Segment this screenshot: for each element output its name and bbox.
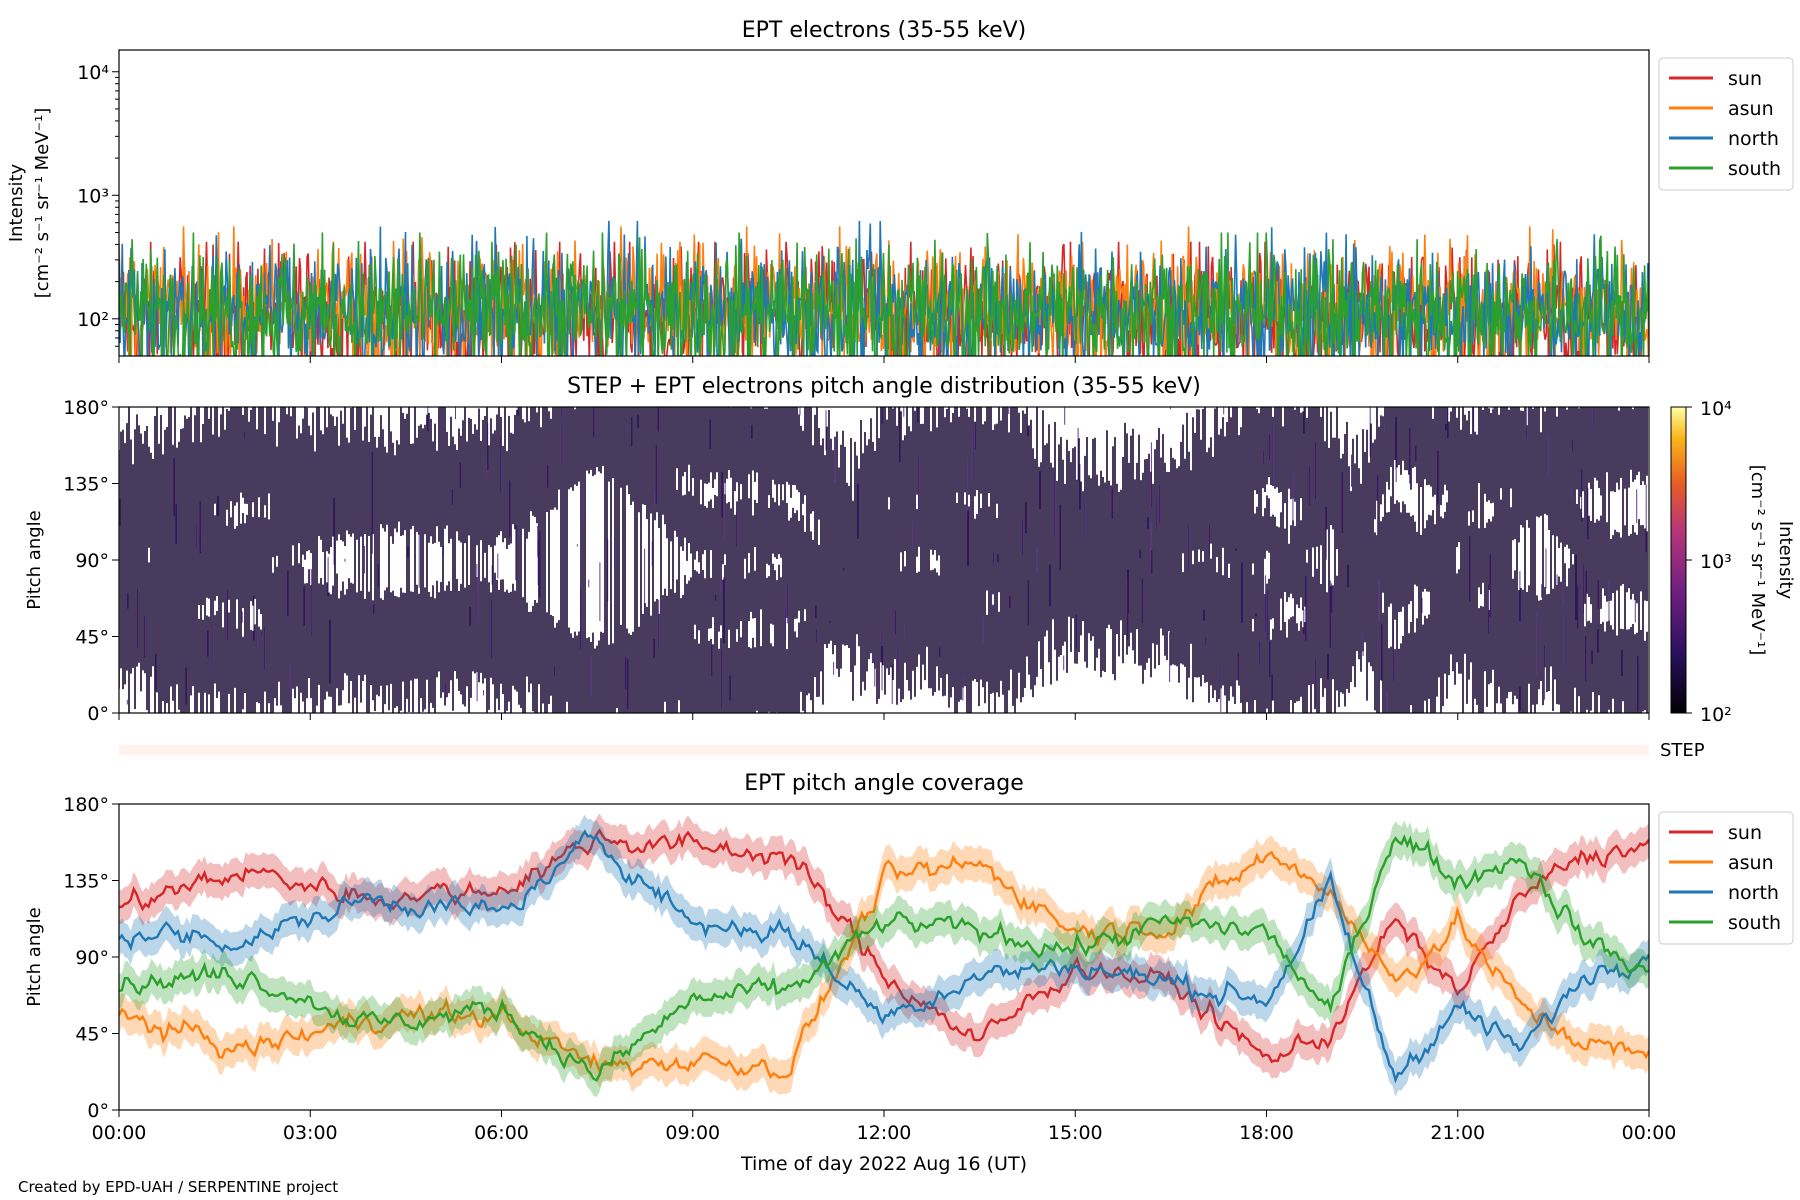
coverage-panel-title: EPT pitch angle coverage (744, 771, 1024, 796)
credit-footer: Created by EPD-UAH / SERPENTINE project (18, 1178, 339, 1196)
coverage-legend-box (1658, 811, 1794, 945)
coverage-ylabel: Pitch angle (24, 907, 45, 1006)
pad-heatmap-highlights (119, 407, 1647, 713)
colorbar (1670, 406, 1687, 714)
coverage-legend-label-sun: sun (1728, 822, 1762, 844)
coverage-y-tick-label: 90° (75, 947, 109, 969)
coverage-x-tick-label: 18:00 (1239, 1122, 1294, 1144)
coverage-legend-label-south: south (1728, 912, 1781, 934)
coverage-xlabel: Time of day 2022 Aug 16 (UT) (740, 1153, 1027, 1175)
coverage-band-south (119, 820, 1649, 1098)
coverage-x-tick-label: 09:00 (665, 1122, 720, 1144)
coverage-y-tick-label: 180° (63, 794, 109, 816)
coverage-x-tick-label: 00:00 (1622, 1122, 1677, 1144)
coverage-y-tick-label: 0° (87, 1100, 109, 1122)
coverage-line-north (119, 829, 1649, 1084)
coverage-panel: EPT pitch angle coverage 0° 45° 90° 135° 180… (24, 771, 1794, 1175)
coverage-legend-label-asun: asun (1728, 852, 1774, 874)
intensity-legend-label-north: north (1728, 128, 1779, 150)
intensity-x-ticks (118, 356, 1650, 363)
coverage-x-tick-label: 12:00 (857, 1122, 912, 1144)
colorbar-ticks: 10² 10³ 10⁴ (1686, 398, 1732, 726)
pad-y-tick-label: 90° (75, 550, 109, 572)
pad-heatmap (119, 407, 1648, 713)
pad-x-ticks (118, 713, 1650, 720)
step-strip (119, 745, 1649, 755)
intensity-legend-label-asun: asun (1728, 98, 1774, 120)
pad-y-tick-label: 45° (75, 627, 109, 649)
pad-ylabel: Pitch angle (24, 510, 45, 609)
intensity-legend-box (1658, 57, 1794, 191)
intensity-ylabel-line2: [cm⁻² s⁻¹ sr⁻¹ MeV⁻¹] (32, 108, 53, 299)
colorbar-tick-label: 10² (1700, 704, 1732, 726)
coverage-x-ticks: 00:00 03:00 06:00 09:00 12:00 15:00 18:00 21:00… (92, 1110, 1677, 1144)
coverage-x-tick-label: 00:00 (92, 1122, 147, 1144)
intensity-y-tick-label: 10² (77, 309, 109, 331)
intensity-line-south (119, 232, 1649, 356)
pad-panel: STEP + EPT electrons pitch angle distrib… (24, 374, 1796, 726)
intensity-panel: EPT electrons (35-55 keV) 10² 10³ 10⁴ Inte… (6, 18, 1794, 363)
coverage-legend: sun asun north south (1658, 811, 1794, 945)
intensity-y-tick-label: 10³ (77, 185, 109, 207)
intensity-y-ticks: 10² 10³ 10⁴ (77, 62, 119, 347)
intensity-y-tick-label: 10⁴ (77, 62, 109, 84)
coverage-series-group (119, 813, 1649, 1098)
intensity-legend: sun asun north south (1658, 57, 1794, 191)
coverage-x-tick-label: 15:00 (1048, 1122, 1103, 1144)
coverage-legend-label-north: north (1728, 882, 1779, 904)
coverage-y-ticks: 0° 45° 90° 135° 180° (63, 794, 119, 1122)
colorbar-tick-label: 10³ (1700, 551, 1732, 573)
intensity-series-group (119, 220, 1649, 356)
coverage-line-south (119, 834, 1649, 1082)
colorbar-label-line2: [cm⁻² s⁻¹ sr⁻¹ MeV⁻¹] (1747, 465, 1768, 656)
coverage-y-tick-label: 45° (75, 1024, 109, 1046)
coverage-band-sun (119, 813, 1649, 1079)
step-strip-label: STEP (1660, 740, 1705, 761)
pad-y-tick-label: 180° (63, 397, 109, 419)
pad-y-tick-label: 0° (87, 703, 109, 725)
coverage-line-sun (119, 828, 1649, 1064)
coverage-line-asun (119, 850, 1649, 1080)
intensity-legend-label-sun: sun (1728, 68, 1762, 90)
pad-heatmap-cells (119, 407, 1648, 713)
pad-y-ticks: 0° 45° 90° 135° 180° (63, 397, 119, 725)
coverage-x-tick-label: 03:00 (283, 1122, 338, 1144)
pad-y-tick-label: 135° (63, 474, 109, 496)
intensity-panel-title: EPT electrons (35-55 keV) (742, 18, 1027, 43)
coverage-x-tick-label: 21:00 (1430, 1122, 1485, 1144)
coverage-x-tick-label: 06:00 (474, 1122, 529, 1144)
intensity-ylabel-line1: Intensity (6, 163, 27, 242)
colorbar-label-line1: Intensity (1775, 521, 1796, 600)
pad-panel-title: STEP + EPT electrons pitch angle distrib… (567, 374, 1201, 399)
coverage-y-tick-label: 135° (63, 871, 109, 893)
intensity-legend-label-south: south (1728, 158, 1781, 180)
colorbar-tick-label: 10⁴ (1700, 398, 1732, 420)
